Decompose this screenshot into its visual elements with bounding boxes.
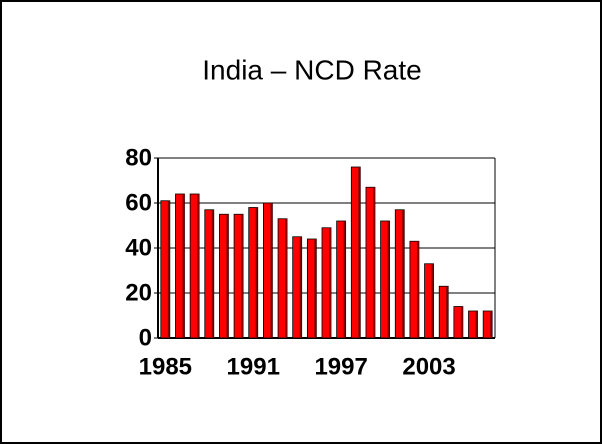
bar-side — [416, 241, 419, 338]
bar-side — [431, 263, 434, 338]
bar-side — [226, 214, 229, 338]
bar-side — [387, 221, 390, 338]
y-tick-label: 40 — [125, 234, 152, 261]
x-tick-label: 1991 — [227, 353, 280, 380]
chart-title: India – NCD Rate — [202, 54, 421, 85]
bar-side — [329, 227, 331, 338]
bar-side — [490, 311, 493, 338]
bar-side — [167, 200, 170, 338]
y-tick-label: 20 — [125, 279, 152, 306]
y-tick-label: 0 — [139, 324, 152, 351]
y-tick-label: 80 — [125, 144, 152, 171]
x-tick-label: 1985 — [139, 353, 192, 380]
bar-side — [285, 218, 288, 338]
bar-side — [182, 194, 185, 338]
bar-side — [299, 236, 302, 338]
bar-side — [343, 221, 346, 338]
y-tick-label: 60 — [125, 189, 152, 216]
bar-side — [197, 194, 200, 338]
bar-side — [460, 306, 463, 338]
x-tick-label: 2003 — [402, 353, 455, 380]
bar-side — [372, 187, 375, 338]
bar-side — [270, 203, 273, 338]
x-tick-label: 1997 — [314, 353, 367, 380]
bar-side — [358, 167, 361, 338]
bar-side — [241, 214, 244, 338]
bar-side — [255, 207, 258, 338]
bar-side — [475, 311, 478, 338]
bar-side — [402, 209, 405, 338]
bar-side — [314, 239, 317, 338]
bar-side — [446, 286, 449, 338]
bar-side — [211, 209, 214, 338]
